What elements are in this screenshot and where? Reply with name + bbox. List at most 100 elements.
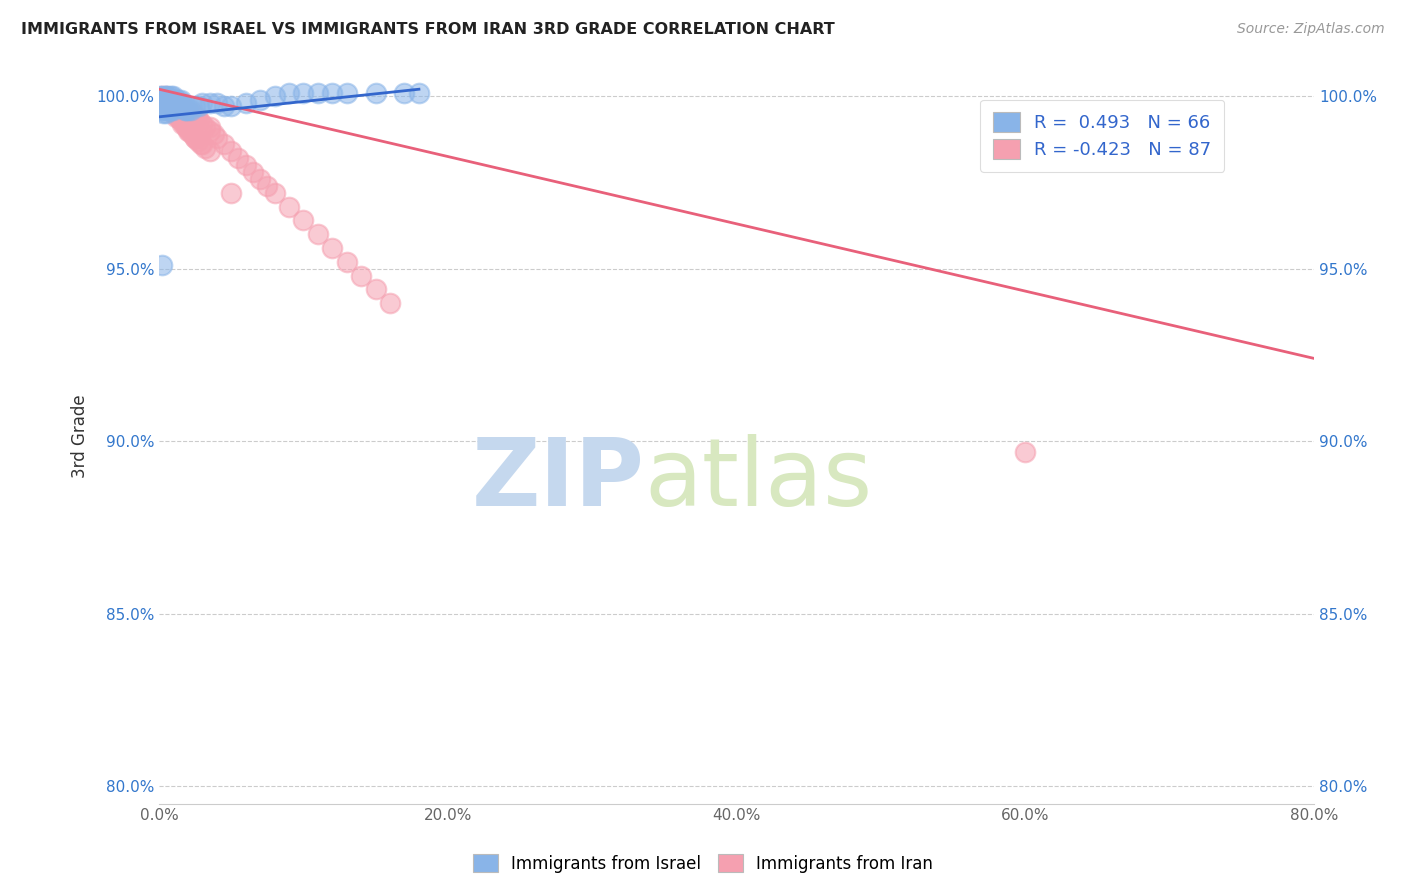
Point (170, 93, 193, 107)
Point (187, 134, 209, 148)
Point (219, 186, 242, 200)
Point (174, 103, 197, 117)
Point (155, 96, 177, 111)
Point (153, 96, 176, 111)
Point (177, 123, 200, 137)
Point (150, 96, 173, 111)
Point (159, 99, 181, 113)
Text: IMMIGRANTS FROM ISRAEL VS IMMIGRANTS FROM IRAN 3RD GRADE CORRELATION CHART: IMMIGRANTS FROM ISRAEL VS IMMIGRANTS FRO… (21, 22, 835, 37)
Point (307, 227, 329, 242)
Legend: R =  0.493   N = 66, R = -0.423   N = 87: R = 0.493 N = 66, R = -0.423 N = 87 (980, 100, 1225, 172)
Point (184, 130, 207, 145)
Point (173, 99, 195, 113)
Point (160, 93, 183, 107)
Point (364, 86, 387, 100)
Point (172, 117, 194, 131)
Point (228, 151, 250, 165)
Point (188, 113, 211, 128)
Point (176, 120, 198, 135)
Point (165, 93, 187, 107)
Point (336, 254, 359, 268)
Point (172, 96, 194, 111)
Point (155, 89, 177, 103)
Point (162, 99, 184, 113)
Point (157, 96, 180, 111)
Point (153, 103, 176, 117)
Point (191, 117, 214, 131)
Point (219, 145, 242, 159)
Point (157, 96, 180, 111)
Point (155, 89, 177, 103)
Point (157, 99, 180, 113)
Point (156, 96, 179, 111)
Point (150, 93, 173, 107)
Point (165, 103, 187, 117)
Point (152, 93, 174, 107)
Point (198, 96, 221, 111)
Text: atlas: atlas (644, 434, 872, 526)
Point (165, 96, 187, 111)
Point (163, 93, 186, 107)
Point (153, 89, 176, 103)
Point (336, 86, 359, 100)
Point (408, 86, 430, 100)
Point (152, 99, 174, 113)
Point (153, 96, 176, 111)
Point (157, 93, 180, 107)
Point (159, 96, 181, 111)
Point (219, 99, 242, 113)
Point (170, 99, 193, 113)
Legend: Immigrants from Israel, Immigrants from Iran: Immigrants from Israel, Immigrants from … (467, 847, 939, 880)
Point (198, 123, 221, 137)
Point (156, 93, 179, 107)
Point (278, 86, 301, 100)
Point (170, 99, 193, 113)
Point (165, 99, 187, 113)
Point (179, 123, 201, 137)
Point (184, 113, 207, 128)
Point (166, 93, 188, 107)
Point (170, 113, 193, 128)
Point (173, 103, 195, 117)
Point (191, 96, 214, 111)
Point (183, 110, 205, 124)
Point (156, 103, 179, 117)
Point (155, 96, 177, 111)
Point (190, 137, 212, 152)
Point (307, 86, 329, 100)
Point (263, 89, 285, 103)
Point (177, 106, 200, 120)
Point (152, 93, 174, 107)
Point (149, 89, 172, 103)
Point (155, 106, 177, 120)
Point (205, 96, 228, 111)
Point (321, 241, 343, 255)
Point (321, 86, 343, 100)
Point (162, 93, 184, 107)
Point (180, 106, 202, 120)
Point (177, 120, 200, 135)
Point (150, 89, 173, 103)
Point (184, 110, 207, 124)
Point (153, 96, 176, 111)
Point (292, 86, 315, 100)
Point (205, 130, 228, 145)
Point (242, 165, 264, 179)
Point (177, 103, 200, 117)
Point (202, 127, 225, 141)
Point (153, 93, 176, 107)
Point (188, 99, 211, 113)
Point (292, 213, 315, 227)
Point (162, 89, 184, 103)
Point (152, 106, 174, 120)
Point (184, 99, 207, 113)
Point (194, 141, 217, 155)
Point (176, 103, 198, 117)
Point (159, 103, 181, 117)
Point (186, 110, 208, 124)
Point (150, 93, 173, 107)
Point (163, 106, 186, 120)
Point (394, 86, 416, 100)
Point (180, 103, 202, 117)
Point (378, 296, 401, 310)
